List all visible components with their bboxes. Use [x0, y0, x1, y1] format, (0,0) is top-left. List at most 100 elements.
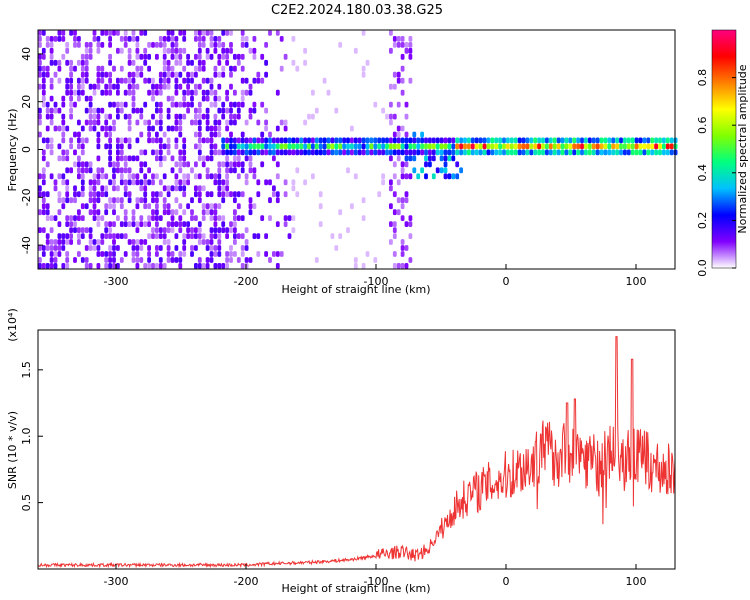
heatmap-cell — [182, 101, 187, 108]
heatmap-cell — [88, 47, 93, 54]
heatmap-cell — [213, 209, 218, 216]
heatmap-cell — [127, 155, 132, 162]
heatmap-cell — [194, 36, 198, 42]
heatmap-cell — [260, 161, 265, 168]
heatmap-cell — [112, 209, 116, 216]
heatmap-cell — [182, 47, 187, 54]
heatmap-cell — [459, 137, 463, 144]
heatmap-cell — [221, 101, 226, 108]
heatmap-cell — [38, 185, 42, 192]
heatmap-cell — [400, 36, 405, 42]
heatmap-cell — [291, 59, 296, 66]
heatmap-cell — [467, 137, 471, 144]
heatmap-cell — [287, 137, 292, 144]
heatmap-cell — [108, 179, 112, 186]
heatmap-cell — [552, 143, 557, 150]
heatmap-cell — [127, 137, 132, 144]
heatmap-cell — [49, 95, 54, 102]
heatmap-cell — [104, 227, 109, 233]
heatmap-cell — [77, 83, 81, 90]
heatmap-cell — [244, 245, 249, 251]
heatmap-cell — [170, 257, 175, 263]
heatmap-cell — [135, 203, 140, 210]
heatmap-cell — [178, 257, 183, 263]
heatmap-cell — [642, 137, 647, 144]
heatmap-cell — [404, 137, 409, 144]
heatmap-cell — [213, 179, 218, 186]
heatmap-cell — [365, 143, 370, 150]
heatmap-cell — [155, 155, 159, 162]
heatmap-cell — [147, 233, 151, 239]
heatmap-cell — [108, 203, 112, 210]
heatmap-cell — [77, 89, 81, 96]
heatmap-cell — [194, 143, 198, 150]
heatmap-cell — [73, 30, 77, 36]
heatmap-cell — [240, 77, 245, 84]
heatmap-cell — [38, 263, 42, 269]
heatmap-cell — [626, 149, 631, 156]
heatmap-cell — [517, 149, 522, 156]
heatmap-cell — [112, 251, 116, 257]
heatmap-cell — [638, 143, 643, 150]
heatmap-cell — [217, 179, 222, 186]
heatmap-cell — [57, 36, 62, 42]
heatmap-cell — [57, 107, 62, 114]
snr-x-tick-label: -200 — [234, 575, 259, 588]
heatmap-cell — [342, 143, 346, 150]
heatmap-cell — [65, 42, 70, 48]
heatmap-cell — [92, 209, 97, 216]
heatmap-cell — [73, 227, 77, 233]
heatmap-cell — [396, 131, 401, 138]
heatmap-cell — [591, 137, 596, 144]
heatmap-cell — [151, 42, 155, 48]
heatmap-cell — [229, 227, 233, 233]
heatmap-cell — [283, 125, 288, 132]
heatmap-cell — [209, 173, 214, 180]
heatmap-cell — [326, 143, 331, 150]
heatmap-cell — [61, 125, 66, 132]
heatmap-cell — [486, 149, 491, 156]
heatmap-cell — [166, 221, 171, 227]
heatmap-cell — [205, 125, 210, 132]
heatmap-cell — [381, 179, 385, 186]
heatmap-cell — [108, 53, 112, 60]
heatmap-cell — [396, 179, 401, 186]
heatmap-cell — [38, 209, 42, 216]
heatmap-cell — [400, 203, 405, 210]
heatmap-cell — [143, 77, 148, 84]
heatmap-cell — [389, 113, 393, 120]
heatmap-cell — [205, 257, 210, 263]
heatmap-cell — [88, 233, 93, 239]
heatmap-cell — [127, 173, 132, 180]
heatmap-cell — [248, 47, 253, 54]
heatmap-cell — [69, 215, 73, 221]
heatmap-cell — [100, 215, 105, 221]
heatmap-cell — [182, 221, 187, 227]
heatmap-cell — [463, 137, 467, 144]
heatmap-cell — [178, 131, 183, 138]
heatmap-cell — [170, 71, 175, 78]
heatmap-cell — [41, 65, 46, 72]
heatmap-cell — [73, 131, 77, 138]
heatmap-cell — [112, 65, 116, 72]
heatmap-cell — [131, 215, 136, 221]
snr-x-tick-label: 0 — [503, 575, 510, 588]
heatmap-cell — [221, 149, 226, 156]
heatmap-cell — [80, 203, 85, 210]
heatmap-cell — [112, 30, 116, 36]
heatmap-cell — [439, 143, 444, 150]
heatmap-cell — [127, 191, 132, 198]
heatmap-cell — [233, 251, 237, 257]
heatmap-cell — [314, 257, 319, 263]
heatmap-cell — [155, 131, 159, 138]
heatmap-cell — [201, 215, 206, 221]
heatmap-cell — [541, 149, 545, 156]
heatmap-cell — [556, 149, 561, 156]
heatmap-cell — [275, 161, 280, 168]
heatmap-cell — [424, 173, 428, 180]
heatmap-cell — [45, 107, 50, 114]
heatmap-cell — [244, 89, 249, 96]
heatmap-cell — [147, 263, 151, 269]
heatmap-cell — [260, 101, 265, 108]
heatmap-cell — [77, 161, 81, 168]
